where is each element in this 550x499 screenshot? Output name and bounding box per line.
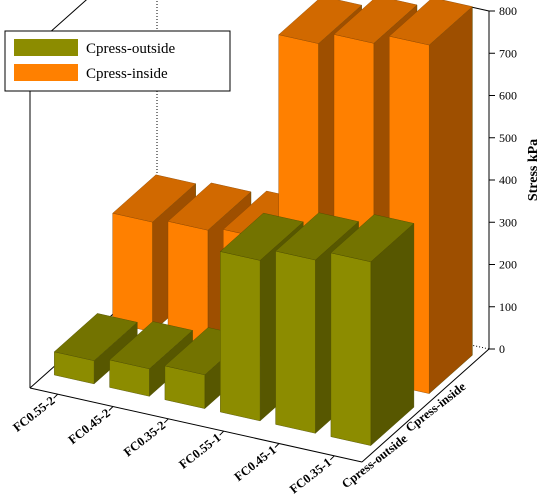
bar-outside-FC0.55-2: [53, 313, 138, 385]
category-label: FC0.45-2: [66, 406, 113, 447]
bar-top-face: [53, 313, 138, 361]
z-tick-label: 800: [499, 4, 517, 18]
category-tick: [53, 393, 59, 399]
bar-front-face: [220, 251, 261, 422]
category-tick: [163, 418, 169, 424]
legend-swatch-outside: [14, 39, 78, 56]
category-label: FC0.55-1: [176, 430, 223, 471]
z-tick-label: 400: [499, 173, 517, 187]
category-label: FC0.35-2: [121, 418, 168, 459]
bar-top-face: [275, 212, 360, 261]
z-tick-label: 700: [499, 46, 517, 60]
legend: Cpress-outside Cpress-inside: [4, 30, 231, 92]
category-label: FC0.55-2: [10, 393, 57, 434]
z-tick-label: 600: [499, 89, 517, 103]
z-tick-label: 0: [499, 342, 505, 356]
legend-label-inside: Cpress-inside: [86, 66, 168, 82]
category-label: FC0.45-1: [232, 443, 279, 484]
bar-top-face: [167, 182, 252, 231]
bar-top-face: [112, 174, 197, 223]
bar-side-face: [429, 6, 473, 395]
category-tick: [274, 443, 280, 448]
bar-front-face: [112, 212, 153, 333]
bar-front-face: [330, 252, 371, 446]
z-tick-label: 300: [499, 215, 517, 229]
bar-top-face: [330, 214, 415, 263]
bar-top-face: [219, 212, 304, 261]
bar-front-face: [275, 250, 316, 434]
bars: [53, 0, 473, 447]
category-tick: [108, 406, 114, 411]
z-axis-title: Stress kPa: [526, 139, 541, 201]
bar-top-face: [109, 321, 194, 370]
bar-top-face: [388, 0, 473, 46]
bar-front-face: [167, 221, 209, 345]
legend-swatch-inside: [14, 64, 78, 81]
z-tick-label: 200: [499, 258, 517, 272]
z-tick-label: 500: [499, 131, 517, 145]
bar-top-face: [278, 0, 363, 44]
bar-outside-FC0.35-1: [330, 214, 415, 447]
floor-edge-front: [29, 387, 363, 463]
category-tick: [219, 430, 225, 436]
z-tick-label: 100: [499, 300, 517, 314]
category-tick: [329, 455, 335, 461]
bar-top-face: [333, 0, 418, 44]
category-label: FC0.35-1: [287, 455, 334, 496]
legend-label-outside: Cpress-outside: [86, 41, 176, 57]
floor-edge-right: [361, 348, 490, 463]
bar-side-face: [370, 222, 415, 447]
